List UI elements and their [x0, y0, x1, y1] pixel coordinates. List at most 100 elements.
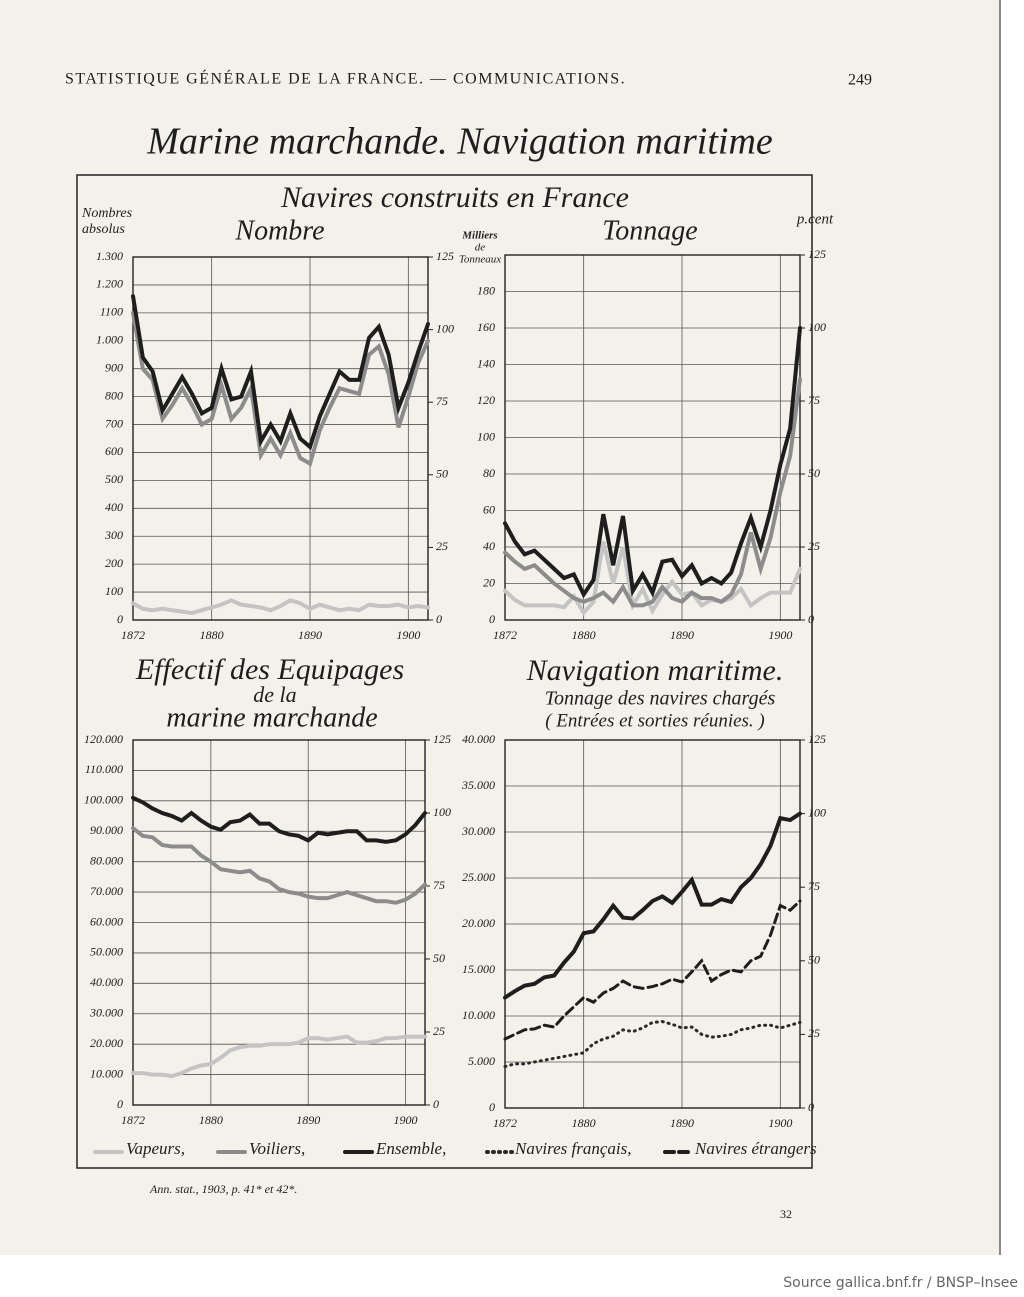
y-axis-label: de [475, 242, 486, 254]
chart: 01002003004005006007008009001.00011001.2… [96, 249, 454, 642]
x-tick-label: 1890 [296, 1113, 320, 1127]
y2-tick-label: 50 [808, 953, 820, 967]
y-tick-label: 1.000 [96, 333, 123, 347]
x-tick-label: 1872 [493, 628, 517, 642]
y-tick-label: 0 [117, 1097, 123, 1111]
x-tick-label: 1890 [670, 628, 694, 642]
x-tick-label: 1880 [572, 1116, 596, 1130]
y-tick-label: 1.200 [96, 277, 123, 291]
y-tick-label: 160 [477, 320, 495, 334]
main-title: Marine marchande. Navigation maritime [146, 121, 773, 163]
x-tick-label: 1880 [572, 628, 596, 642]
chart: 0 5.000 10.000 15.000 20.000 25.000 30.000 35.0… [461, 732, 826, 1130]
y-tick-label: 800 [105, 388, 123, 402]
y2-tick-label: 50 [433, 951, 445, 965]
y-tick-label: 100.000 [84, 793, 123, 807]
y-tick-label: 80.000 [90, 853, 123, 867]
legend-label: Navires étrangers [694, 1139, 817, 1158]
chart-title: de la [253, 682, 296, 707]
series-line: Voiliers, [131, 310, 430, 467]
chart: 0 20 40 60 80 100 120 140 160 180 1872 1880 1890 1900… [477, 247, 826, 642]
y2-tick-label: 100 [808, 805, 826, 819]
chart-title: Nombre [234, 215, 324, 246]
y-tick-label: 35.000 [461, 778, 495, 792]
paper [0, 0, 1000, 1255]
legend-label: Voiliers, [249, 1139, 305, 1158]
y-tick-label: 40.000 [90, 975, 123, 989]
y2-tick-label: 100 [808, 320, 826, 334]
y-tick-label: 120 [477, 393, 495, 407]
y-tick-label: 400 [105, 500, 123, 514]
plot-frame [132, 256, 429, 621]
y-axis-label: absolus [82, 222, 125, 237]
y-tick-label: 110.000 [85, 762, 123, 776]
y2-tick-label: 75 [808, 879, 820, 893]
chart-title: marine marchande [166, 702, 377, 733]
y2-tick-label: 75 [808, 393, 820, 407]
x-tick-label: 1880 [200, 628, 224, 642]
y-axis-label: Milliers [461, 230, 497, 242]
y-tick-label: 20.000 [90, 1036, 123, 1050]
page-number: 249 [848, 72, 872, 89]
y2-tick-label: 100 [433, 805, 451, 819]
series-line: Navires étrangers [503, 899, 802, 1041]
y2-tick-label: 75 [436, 394, 448, 408]
y-tick-label: 40 [483, 539, 495, 553]
y2-tick-label: 25 [436, 539, 448, 553]
x-tick-label: 1872 [121, 628, 145, 642]
y-tick-label: 900 [105, 360, 123, 374]
y2-tick-label: 50 [436, 467, 448, 481]
y-tick-label: 0 [489, 1100, 495, 1114]
y2-tick-label: 0 [808, 1100, 814, 1114]
y-axis-label: Nombres [81, 206, 133, 221]
y-tick-label: 200 [105, 556, 123, 570]
y-tick-label: 0 [117, 612, 123, 626]
x-tick-label: 1900 [394, 1113, 418, 1127]
series-line: Ensemble, [131, 294, 430, 451]
x-tick-label: 1880 [199, 1113, 223, 1127]
y-tick-label: 500 [105, 472, 123, 486]
y2-tick-label: 0 [436, 612, 442, 626]
x-tick-label: 1900 [768, 1116, 792, 1130]
y-tick-label: 120.000 [84, 732, 123, 746]
chart: 0 10.000 20.000 30.000 40.000 50.000 60.000 70.… [84, 732, 451, 1127]
y-tick-label: 40.000 [462, 732, 495, 746]
y2-tick-label: 100 [436, 321, 454, 335]
y-tick-label: 10.000 [90, 1066, 123, 1080]
y-tick-label: 180 [477, 283, 495, 297]
y2-tick-label: 25 [808, 539, 820, 553]
y-tick-label: 30.000 [89, 1006, 123, 1020]
chart-title: Navigation maritime. [526, 654, 784, 687]
x-tick-label: 1890 [670, 1116, 694, 1130]
credit: Source gallica.bnf.fr / BNSP–Insee [783, 1275, 1018, 1291]
y-tick-label: 80 [483, 466, 495, 480]
legend-label: Ensemble, [375, 1139, 446, 1158]
x-tick-label: 1900 [396, 628, 420, 642]
y2-tick-label: 125 [808, 247, 826, 261]
series-line: Navires français, [503, 1020, 802, 1069]
series-line: Ensemble, [131, 795, 427, 844]
y2-tick-label: 50 [808, 466, 820, 480]
chart-title: Effectif des Equipages [135, 653, 404, 686]
y-tick-label: 600 [105, 444, 123, 458]
legend-label: Navires français, [514, 1139, 631, 1158]
y2-tick-label: 125 [433, 732, 451, 746]
y2-tick-label: 0 [808, 612, 814, 626]
y-tick-label: 15.000 [462, 962, 495, 976]
y-tick-label: 10.000 [462, 1008, 495, 1022]
y-tick-label: 5.000 [468, 1054, 495, 1068]
y2-tick-label: 125 [436, 249, 454, 263]
y-tick-label: 140 [477, 356, 495, 370]
y-tick-label: 50.000 [90, 945, 123, 959]
y-tick-label: 60.000 [90, 914, 123, 928]
series-line: Vapeurs, [503, 541, 802, 617]
y-tick-label: 1100 [100, 305, 123, 319]
y2-tick-label: 125 [808, 732, 826, 746]
y-tick-label: 20 [483, 575, 495, 589]
page-header: STATISTIQUE GÉNÉRALE DE LA FRANCE. — COM… [65, 69, 626, 88]
y-tick-label: 1.300 [96, 249, 123, 263]
y-tick-label: 100 [105, 584, 123, 598]
x-tick-label: 1872 [121, 1113, 145, 1127]
y2-tick-label: 25 [808, 1026, 820, 1040]
